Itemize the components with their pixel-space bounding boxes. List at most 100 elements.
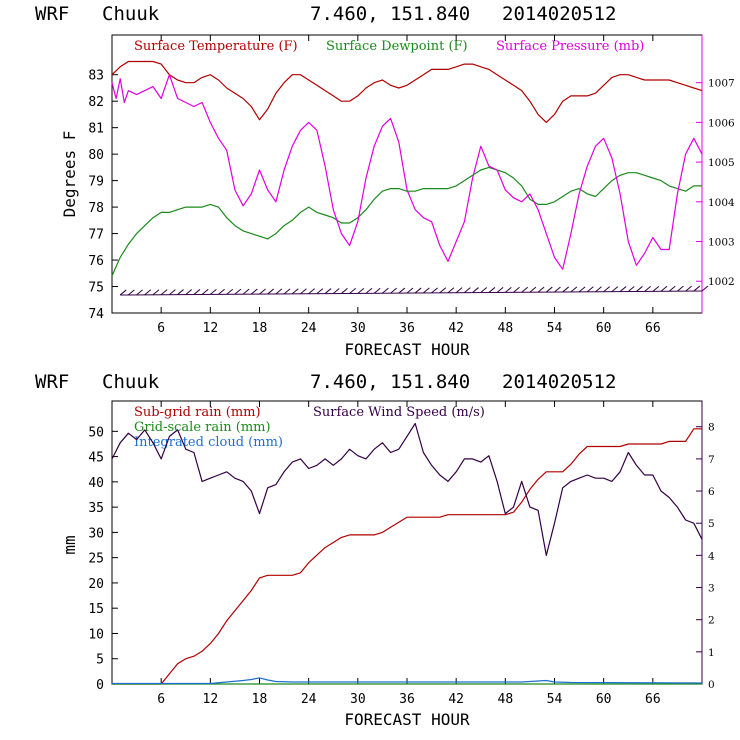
y-tick-label: 78 — [88, 201, 104, 216]
y2-tick-label: 5 — [708, 518, 715, 530]
wind-barb — [619, 286, 627, 292]
wind-barb — [341, 288, 348, 294]
top-x-axis-label: FORECAST HOUR — [344, 340, 470, 359]
wind-barb — [308, 288, 315, 295]
y-tick-label: 74 — [88, 307, 104, 322]
y2-tick-label: 2 — [708, 615, 715, 627]
wind-barb — [455, 287, 463, 294]
x-tick-label: 6 — [157, 321, 165, 336]
top-y-axis-label: Degrees F — [60, 131, 79, 218]
wind-barb — [496, 287, 504, 293]
wind-barb — [152, 289, 160, 296]
wind-barb — [226, 288, 234, 295]
series-line-0 — [111, 60, 703, 124]
bottom-header-date: 2014020512 — [502, 371, 616, 393]
wind-barb — [447, 287, 455, 294]
bottom-legend-gridscale: Grid-scale rain (mm) — [134, 420, 271, 435]
wind-barb — [439, 287, 447, 294]
x-tick-label: 30 — [350, 692, 366, 707]
bottom-x-ticks: 6 12 18 24 30 36 42 48 54 60 66 — [157, 401, 661, 707]
y-tick-label: 10 — [88, 627, 104, 642]
y2-tick-label: 1 — [708, 647, 715, 659]
wind-barb — [562, 286, 570, 293]
wind-barb — [373, 287, 381, 294]
wind-barb — [275, 288, 283, 295]
x-tick-label: 12 — [203, 321, 219, 336]
wind-barb — [603, 286, 610, 293]
y-tick-label: 50 — [88, 425, 104, 440]
wind-barb — [570, 286, 578, 293]
wind-barb — [398, 287, 406, 294]
wind-barb — [210, 288, 217, 295]
wind-barb — [291, 288, 299, 295]
x-tick-label: 54 — [547, 692, 563, 707]
y-tick-label: 0 — [96, 678, 104, 693]
x-tick-label: 60 — [596, 321, 612, 336]
top-wind-barbs — [119, 285, 709, 296]
x-tick-label: 24 — [301, 321, 317, 336]
wind-barb — [365, 287, 373, 294]
wind-barb — [545, 286, 553, 293]
top-chart: WRF Chuuk 7.460, 151.840 2014020512 Surf… — [35, 3, 735, 359]
wind-barb — [423, 287, 430, 294]
y-tick-label: 77 — [88, 228, 104, 243]
y-tick-label: 83 — [88, 69, 104, 84]
y-tick-label: 82 — [88, 95, 104, 110]
bottom-legend-subgrid: Sub-grid rain (mm) — [134, 405, 261, 420]
x-tick-label: 54 — [547, 321, 563, 336]
top-y2-ticks: 1002 1003 1004 1005 1006 1007 — [696, 78, 735, 288]
bottom-legend-windspeed: Surface Wind Speed (m/s) — [313, 405, 485, 420]
wind-barb — [685, 285, 692, 292]
top-legend-temperature: Surface Temperature (F) — [134, 39, 298, 54]
y-tick-label: 30 — [88, 526, 104, 541]
y-tick-label: 5 — [96, 653, 104, 668]
wind-barb — [242, 288, 250, 295]
y2-tick-label: 1005 — [708, 157, 735, 169]
x-tick-label: 6 — [157, 692, 165, 707]
wind-barb — [185, 289, 193, 295]
y2-tick-label: 8 — [708, 422, 715, 434]
top-y-ticks: 74 75 76 77 78 79 80 81 82 83 — [88, 69, 118, 322]
y2-tick-label: 1007 — [708, 78, 735, 90]
x-tick-label: 48 — [498, 692, 514, 707]
x-tick-label: 18 — [252, 692, 268, 707]
y2-tick-label: 1004 — [708, 197, 735, 209]
y2-tick-label: 6 — [708, 486, 715, 498]
y-tick-label: 40 — [88, 476, 104, 491]
y-tick-label: 25 — [88, 552, 104, 567]
wind-barb — [627, 286, 635, 292]
wind-barb — [406, 287, 414, 294]
y2-tick-label: 3 — [708, 583, 715, 595]
x-tick-label: 66 — [645, 692, 661, 707]
wind-barb — [201, 289, 209, 295]
wind-barb — [177, 289, 184, 295]
bottom-x-axis-label: FORECAST HOUR — [344, 710, 470, 729]
wind-barb — [324, 288, 332, 294]
wind-barb — [652, 285, 660, 292]
wind-barb — [382, 287, 389, 294]
wind-barb — [267, 288, 275, 295]
bottom-header-model: WRF — [35, 371, 69, 393]
wind-barb — [537, 286, 545, 293]
wind-barb — [119, 289, 127, 296]
x-tick-label: 36 — [399, 692, 415, 707]
top-header-date: 2014020512 — [502, 3, 616, 25]
x-tick-label: 18 — [252, 321, 268, 336]
bottom-series — [111, 422, 703, 685]
wind-barb — [554, 286, 561, 293]
x-tick-label: 30 — [350, 321, 366, 336]
wind-barb — [332, 288, 340, 294]
y2-tick-label: 4 — [708, 550, 715, 562]
wind-barb — [668, 285, 676, 292]
top-header-model: WRF — [35, 3, 69, 25]
wind-barb — [611, 286, 619, 292]
series-line-0 — [112, 428, 702, 685]
y-tick-label: 76 — [88, 254, 104, 269]
top-legend-pressure: Surface Pressure (mb) — [496, 39, 644, 54]
series-line-3 — [111, 422, 703, 557]
wind-barb — [701, 285, 709, 292]
y2-tick-label: 1003 — [708, 237, 735, 249]
wind-barb — [128, 289, 135, 296]
wind-barb — [357, 287, 365, 294]
wind-barb — [160, 289, 168, 296]
